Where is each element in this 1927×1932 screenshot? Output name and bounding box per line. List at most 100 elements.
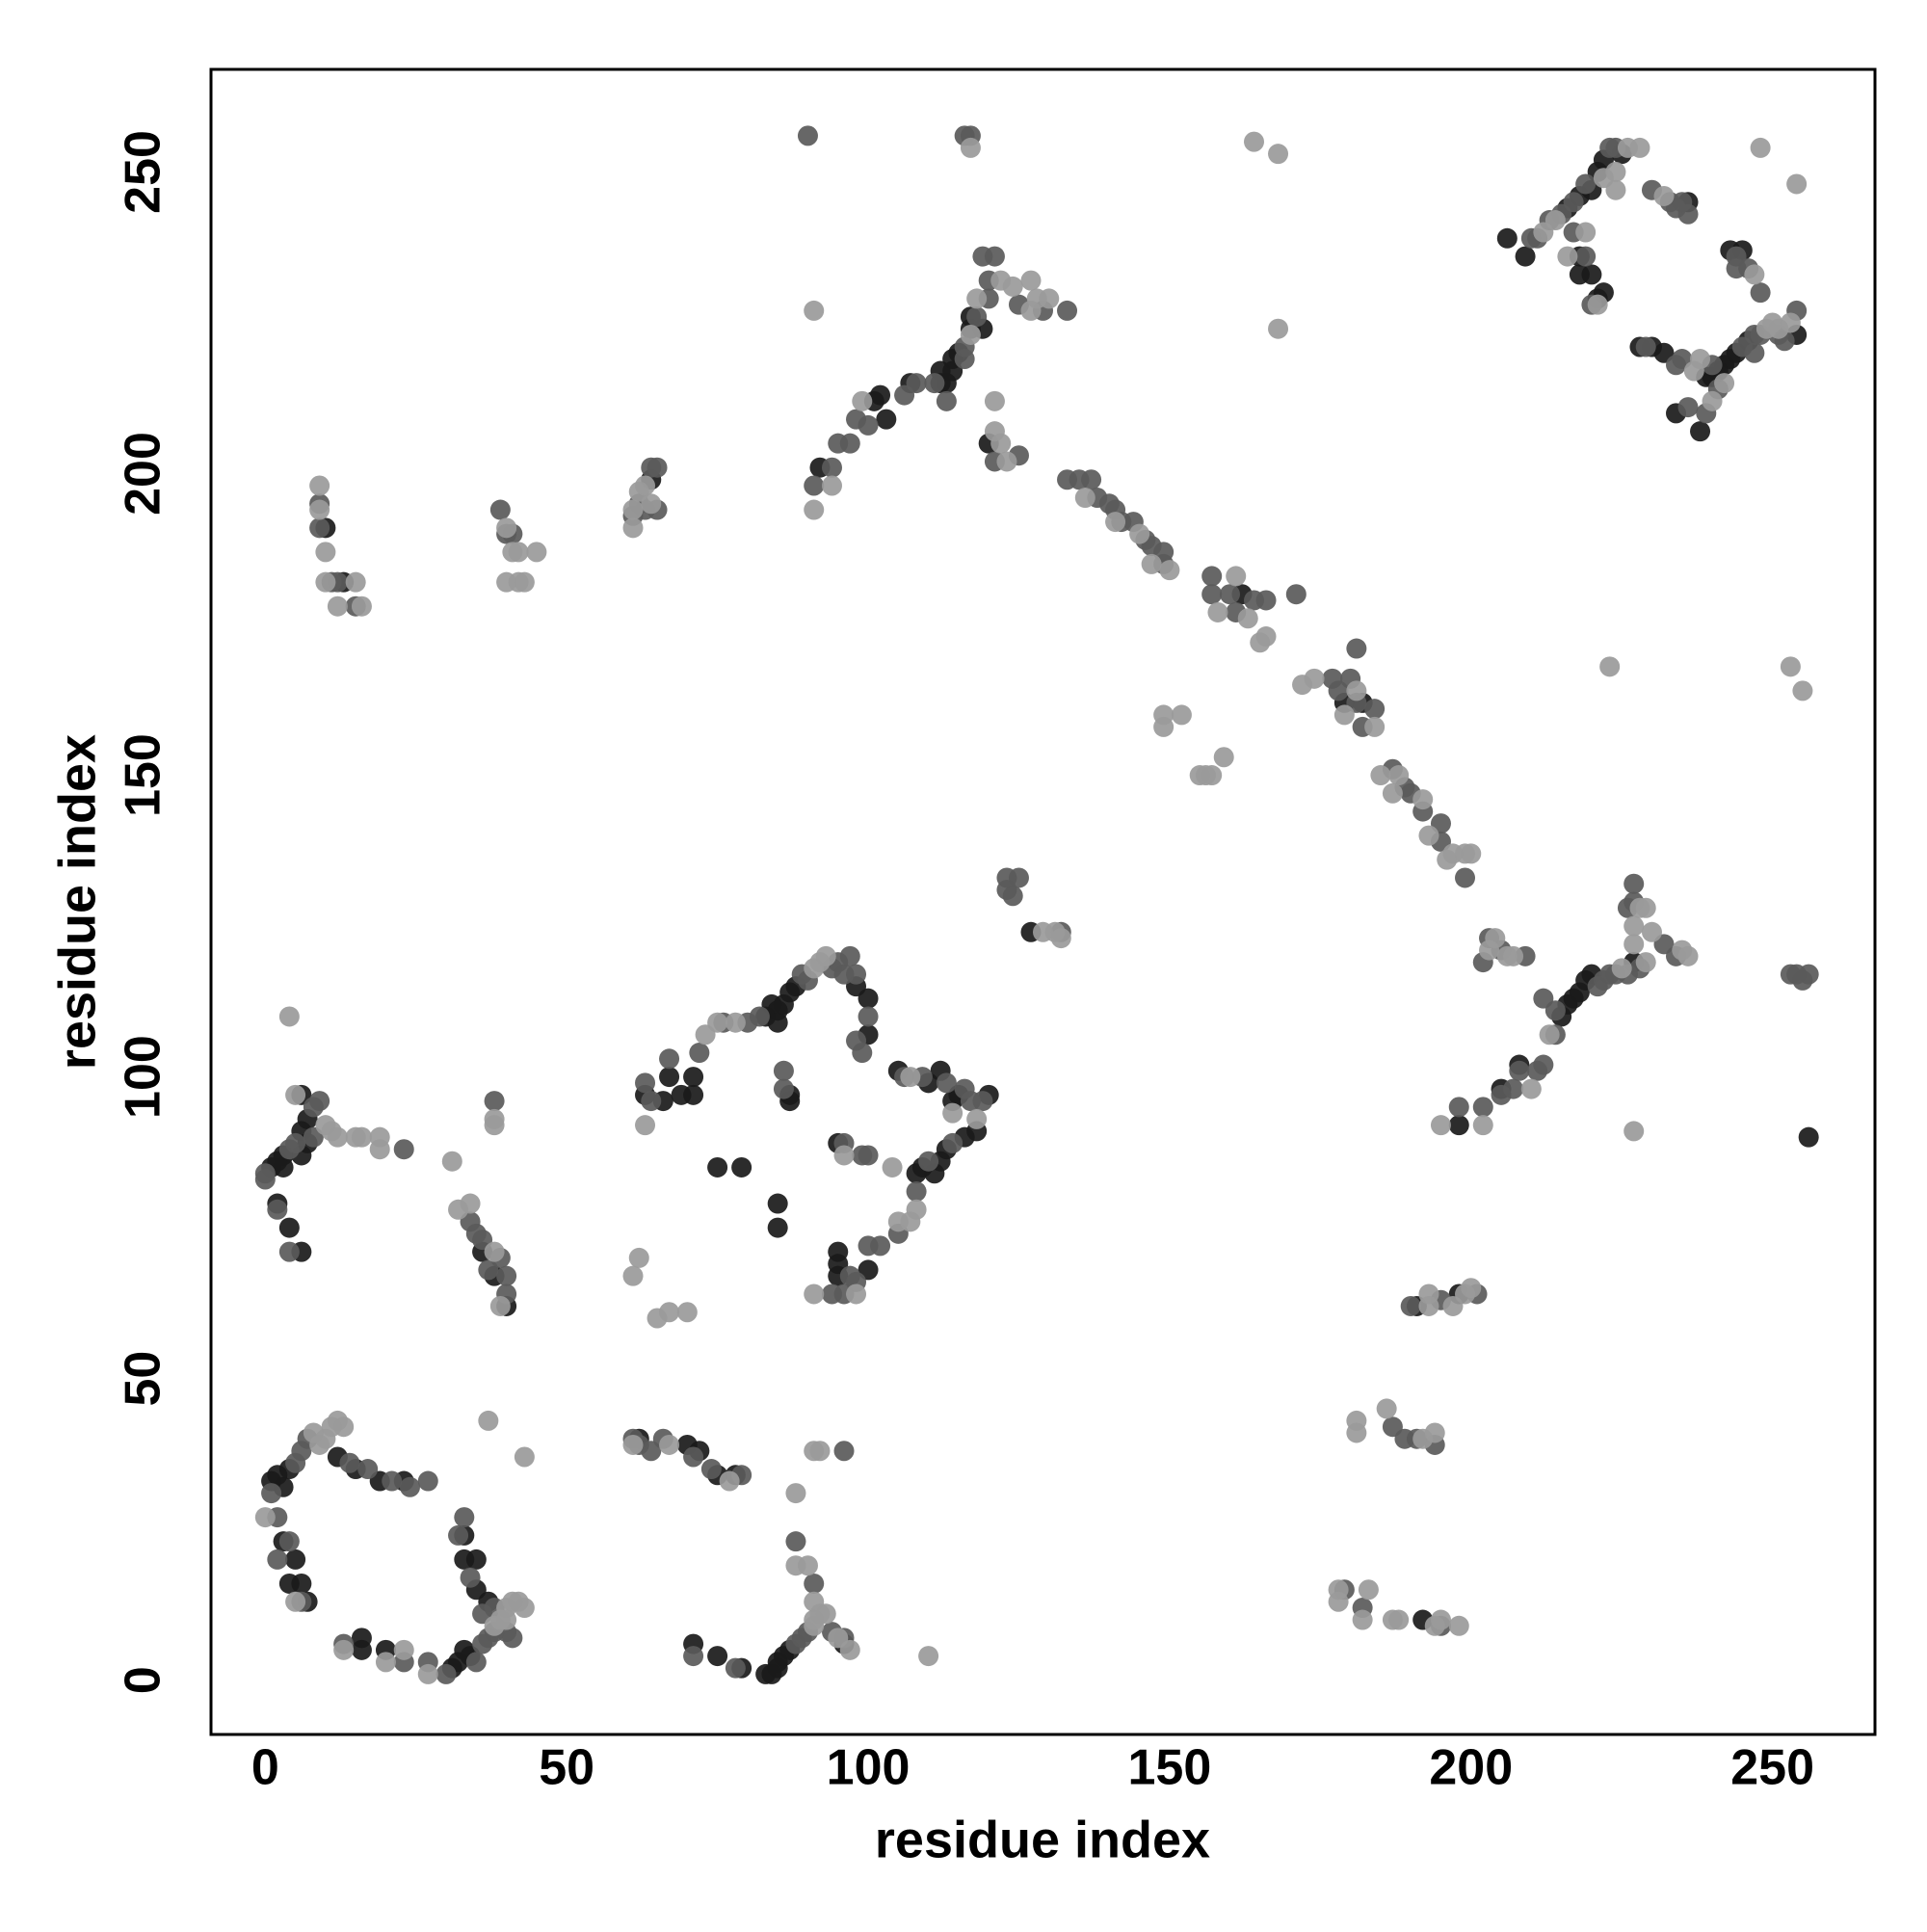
point	[496, 1609, 517, 1630]
point	[345, 571, 366, 593]
point	[1690, 349, 1711, 370]
point	[1304, 668, 1325, 689]
point	[278, 1006, 300, 1027]
point	[870, 384, 891, 406]
point	[906, 373, 927, 394]
point	[1677, 203, 1699, 225]
point	[333, 1639, 355, 1660]
point	[659, 1302, 680, 1323]
point	[514, 1598, 535, 1619]
point	[278, 1531, 300, 1552]
point	[1533, 988, 1554, 1009]
point	[502, 1628, 523, 1649]
point	[1020, 270, 1042, 291]
point	[1050, 928, 1071, 949]
y-tick-label: 50	[116, 1351, 172, 1407]
point	[960, 324, 981, 345]
point	[1587, 294, 1608, 315]
point	[309, 517, 330, 539]
point	[1207, 601, 1228, 622]
point	[1268, 144, 1289, 165]
point	[887, 1211, 909, 1232]
point	[852, 390, 873, 411]
plot-frame	[209, 67, 1877, 1736]
point	[858, 1145, 879, 1166]
point	[797, 125, 818, 146]
point	[393, 1139, 414, 1160]
point	[399, 1476, 420, 1497]
point	[876, 409, 897, 430]
point	[1074, 488, 1095, 509]
point	[1171, 704, 1192, 726]
point	[1599, 656, 1621, 677]
point	[1328, 1591, 1349, 1612]
point	[484, 1115, 505, 1136]
point	[683, 1446, 704, 1468]
point	[1346, 680, 1367, 701]
point	[327, 1126, 348, 1148]
point	[1081, 469, 1102, 490]
point	[773, 1060, 794, 1081]
point	[804, 1591, 825, 1612]
point	[1461, 1278, 1482, 1299]
point	[785, 1483, 806, 1504]
point	[514, 1446, 535, 1468]
point	[767, 1193, 788, 1214]
point	[839, 433, 860, 454]
point	[1496, 227, 1518, 249]
point	[1376, 1398, 1397, 1419]
x-tick-label: 200	[1429, 1740, 1513, 1796]
point	[676, 1302, 698, 1323]
point	[719, 1470, 740, 1492]
point	[1744, 342, 1765, 363]
point	[731, 1156, 752, 1178]
point	[351, 1126, 372, 1148]
point	[689, 1043, 710, 1064]
point	[460, 1193, 481, 1214]
x-tick-label: 100	[827, 1740, 911, 1796]
point	[1352, 1609, 1373, 1630]
point	[273, 1156, 294, 1178]
point	[960, 137, 981, 158]
point	[1201, 584, 1223, 605]
point	[417, 1470, 438, 1492]
point	[478, 1410, 499, 1431]
point	[635, 475, 656, 496]
point	[1418, 1284, 1439, 1305]
point	[1792, 680, 1813, 701]
point	[683, 1646, 704, 1667]
point	[858, 414, 879, 436]
point	[918, 1646, 939, 1667]
point	[821, 457, 842, 478]
point	[514, 571, 535, 593]
point	[1539, 1024, 1560, 1045]
point	[254, 1169, 276, 1190]
point	[1780, 312, 1801, 333]
point	[1472, 1115, 1493, 1136]
point	[1201, 566, 1223, 587]
point	[1557, 246, 1578, 267]
point	[1593, 168, 1614, 189]
point	[858, 988, 879, 1009]
point	[1798, 1126, 1819, 1148]
point	[357, 1459, 379, 1480]
point	[1268, 318, 1289, 339]
point	[1641, 921, 1662, 942]
point	[417, 1663, 438, 1684]
point	[1575, 222, 1597, 243]
point	[489, 1295, 511, 1316]
point	[309, 499, 330, 520]
point	[1141, 553, 1162, 574]
point	[683, 1067, 704, 1088]
point	[1455, 867, 1476, 888]
point	[1575, 173, 1597, 195]
point	[1485, 928, 1506, 949]
point	[291, 1573, 312, 1594]
point	[1635, 897, 1656, 918]
point	[393, 1639, 414, 1660]
point	[1213, 747, 1234, 768]
point	[1364, 716, 1386, 737]
point	[707, 1012, 728, 1033]
point	[1581, 264, 1602, 285]
point	[1418, 825, 1439, 846]
